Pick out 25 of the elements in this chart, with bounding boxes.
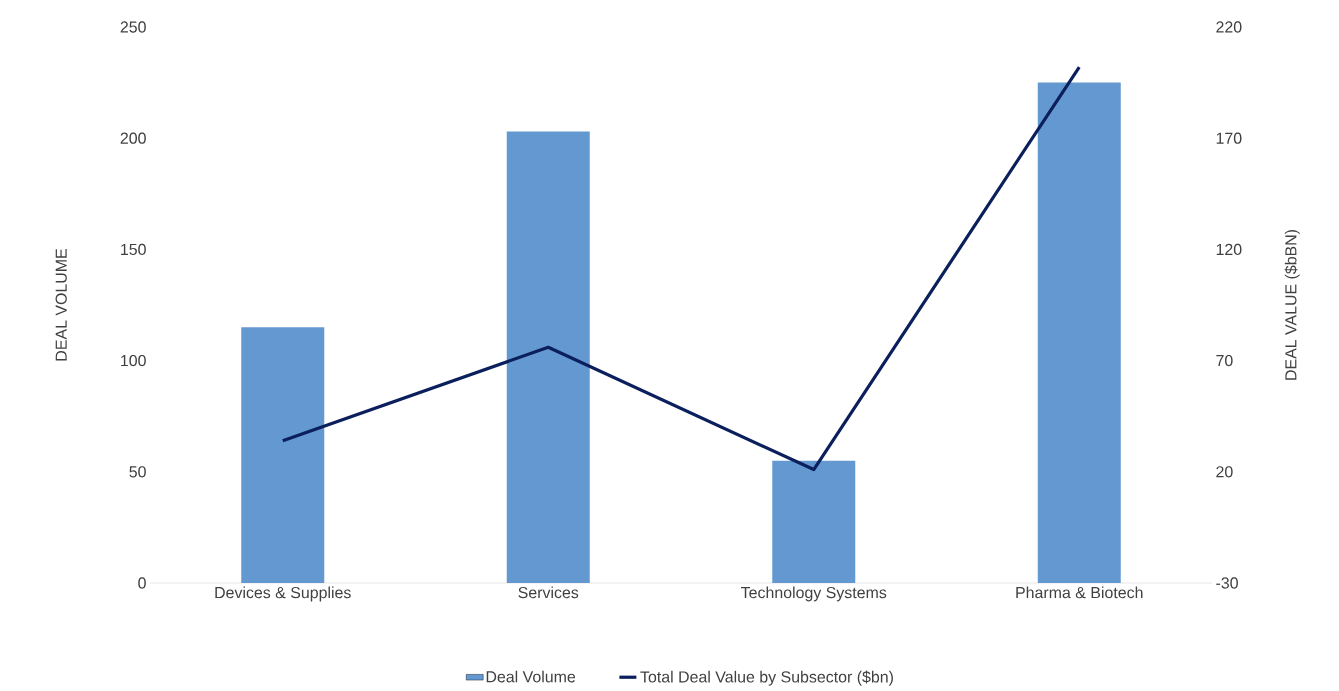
legend-label: Deal Volume (486, 670, 576, 683)
line-series (281, 65, 1081, 472)
bar (1037, 82, 1121, 583)
x-tick-label: Technology Systems (741, 586, 887, 602)
legend-label: Total Deal Value by Subsector ($bn) (640, 670, 893, 686)
y2-tick-label: 20 (1216, 466, 1233, 478)
y-axis-title: DEAL VOLUME (55, 249, 67, 361)
y-tick-label: 0 (138, 577, 146, 589)
y2-tick-label: 220 (1216, 21, 1242, 33)
y-tick-label: 250 (120, 21, 146, 33)
y-tick-label: 100 (121, 354, 146, 367)
y2-axis-title: DEAL VALUE ($bBN) (1284, 229, 1300, 380)
y-tick-label: 150 (121, 243, 146, 256)
bar (772, 460, 856, 583)
y2-tick-label: 170 (1216, 132, 1242, 144)
bar (241, 327, 325, 583)
y2-tick-label: 70 (1216, 354, 1233, 367)
y2-tick-label: 120 (1216, 243, 1242, 256)
y-tick-label: 50 (129, 466, 146, 478)
bar (506, 131, 590, 583)
y2-tick-label: -30 (1216, 577, 1238, 589)
x-tick-label: Services (518, 586, 579, 599)
x-tick-label: Pharma & Biotech (1016, 586, 1143, 599)
x-tick-label: Devices & Supplies (215, 586, 351, 602)
y-tick-label: 200 (120, 132, 146, 144)
